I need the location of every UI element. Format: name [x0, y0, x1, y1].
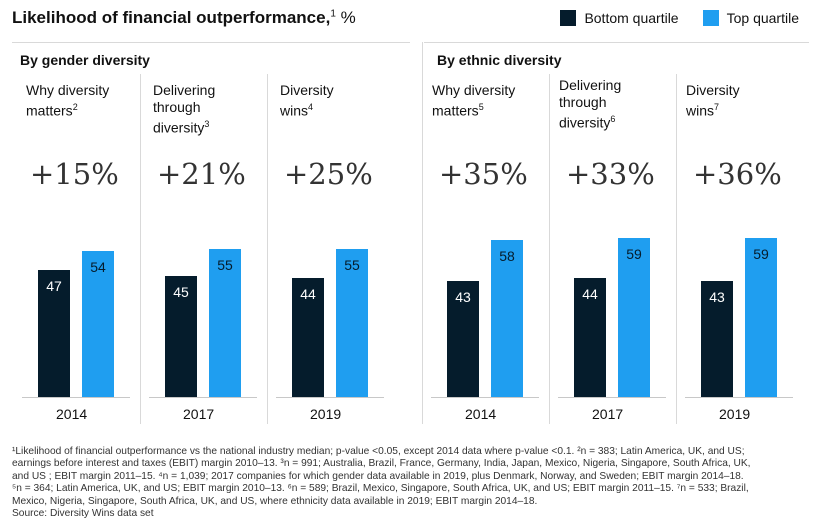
panel-title-line: Why diversity: [432, 82, 516, 98]
panel-year-label: 2017: [183, 406, 215, 422]
panel-year-label: 2019: [310, 406, 342, 422]
panel-baseline: [276, 397, 384, 398]
panel-title: Why diversity matters2: [26, 82, 109, 120]
panel-title-line: diversity: [153, 119, 205, 136]
legend-swatch-bottom-quartile: [560, 10, 577, 26]
bar-value-label: 59: [626, 245, 642, 262]
panel-divider: [676, 74, 677, 424]
chart-title-footnote-mark: 1: [330, 8, 336, 20]
panel-divider: [140, 74, 141, 424]
bar-bottom-quartile: 45: [165, 275, 197, 397]
panel-divider: [267, 74, 268, 424]
uplift-label: +36%: [693, 157, 782, 191]
bar-value-label: 45: [173, 283, 189, 300]
panel-title: Delivering through diversity3: [153, 82, 215, 137]
panel-footnote-mark: 7: [714, 102, 720, 112]
bar-bottom-quartile: 43: [447, 280, 479, 397]
bar-top-quartile: 59: [745, 237, 777, 397]
chart-title-unit: %: [335, 8, 356, 27]
legend-swatch-top-quartile: [702, 10, 719, 26]
panel-title-line: through: [559, 94, 607, 110]
bar-top-quartile: 59: [618, 237, 650, 397]
uplift-label: +35%: [439, 157, 528, 191]
bar-value-label: 44: [300, 286, 316, 303]
group-rule-ethnic: [424, 42, 809, 43]
panel-year-label: 2014: [56, 406, 88, 422]
panel-footnote-mark: 2: [72, 102, 78, 112]
panel-divider: [422, 42, 423, 424]
panel-year-label: 2014: [465, 406, 497, 422]
group-title-gender: By gender diversity: [20, 52, 150, 68]
panel-baseline: [22, 397, 130, 398]
panel-title-line: Delivering: [559, 77, 622, 93]
uplift-label: +21%: [157, 157, 246, 191]
panel-baseline: [431, 397, 539, 398]
panel-title: Diversity wins7: [686, 82, 740, 120]
group-title-ethnic: By ethnic diversity: [437, 52, 562, 68]
panel-divider: [549, 74, 550, 424]
panel-title-line: diversity: [559, 114, 611, 131]
panel-title-line: Delivering: [153, 82, 216, 98]
panel-title-line: Diversity: [686, 82, 740, 98]
panel-title: Diversity wins4: [280, 82, 334, 120]
bar-value-label: 43: [709, 288, 725, 305]
bar-value-label: 44: [582, 286, 598, 303]
uplift-label: +33%: [566, 157, 655, 191]
panel-footnote-mark: 3: [204, 119, 210, 129]
footnote-line: and US ; EBIT margin 2011–15. ⁴n = 1,039…: [12, 470, 744, 482]
footnote-line: earnings before interest and taxes (EBIT…: [12, 458, 751, 470]
bar-bottom-quartile: 44: [574, 278, 606, 397]
panel-title: Delivering through diversity6: [559, 77, 621, 132]
legend: Bottom quartile Top quartile: [544, 10, 799, 26]
bar-top-quartile: 55: [209, 248, 241, 397]
panel-footnote-mark: 6: [610, 114, 616, 124]
footnote-line: ⁵n = 364; Latin America, UK, and US; EBI…: [12, 483, 749, 495]
panel-title: Why diversity matters5: [432, 82, 515, 120]
legend-label-top-quartile: Top quartile: [726, 10, 799, 26]
footnote-line: ¹Likelihood of financial outperformance …: [12, 446, 745, 457]
panel-baseline: [558, 397, 666, 398]
source-line: Source: Diversity Wins data set: [12, 508, 154, 520]
bar-top-quartile: 55: [336, 248, 368, 397]
bar-bottom-quartile: 44: [292, 278, 324, 397]
group-rule-gender: [12, 42, 410, 43]
panel-title-line: wins: [686, 102, 715, 119]
bar-value-label: 54: [90, 259, 106, 276]
panel-title-line: Why diversity: [26, 82, 110, 98]
panel-title-line: through: [153, 99, 201, 115]
bar-value-label: 47: [46, 278, 62, 295]
panel-baseline: [685, 397, 793, 398]
bar-value-label: 55: [344, 256, 360, 273]
footnotes: ¹Likelihood of financial outperformance …: [12, 446, 812, 520]
bar-bottom-quartile: 47: [38, 270, 70, 397]
legend-item-top-quartile: Top quartile: [702, 10, 799, 26]
bar-value-label: 43: [455, 288, 471, 305]
uplift-label: +25%: [284, 157, 373, 191]
bar-value-label: 55: [217, 256, 233, 273]
bar-bottom-quartile: 43: [701, 280, 733, 397]
footnote-line: Mexico, Nigeria, Singapore, South Africa…: [12, 495, 538, 507]
bar-value-label: 59: [753, 245, 769, 262]
bar-top-quartile: 54: [82, 251, 114, 397]
panel-title-line: Diversity: [280, 82, 334, 98]
panel-title-line: matters: [432, 102, 479, 119]
chart-title: Likelihood of financial outperformance,1…: [12, 8, 356, 28]
panel-year-label: 2019: [719, 406, 751, 422]
panel-footnote-mark: 5: [478, 102, 484, 112]
chart-title-text: Likelihood of financial outperformance,: [12, 8, 331, 27]
legend-item-bottom-quartile: Bottom quartile: [560, 10, 679, 26]
bar-value-label: 58: [499, 248, 515, 265]
panel-footnote-mark: 4: [308, 102, 314, 112]
panel-year-label: 2017: [592, 406, 624, 422]
panel-title-line: wins: [280, 102, 309, 119]
legend-label-bottom-quartile: Bottom quartile: [584, 10, 679, 26]
panel-title-line: matters: [26, 102, 73, 119]
panel-baseline: [149, 397, 257, 398]
bar-top-quartile: 58: [491, 240, 523, 397]
uplift-label: +15%: [30, 157, 119, 191]
